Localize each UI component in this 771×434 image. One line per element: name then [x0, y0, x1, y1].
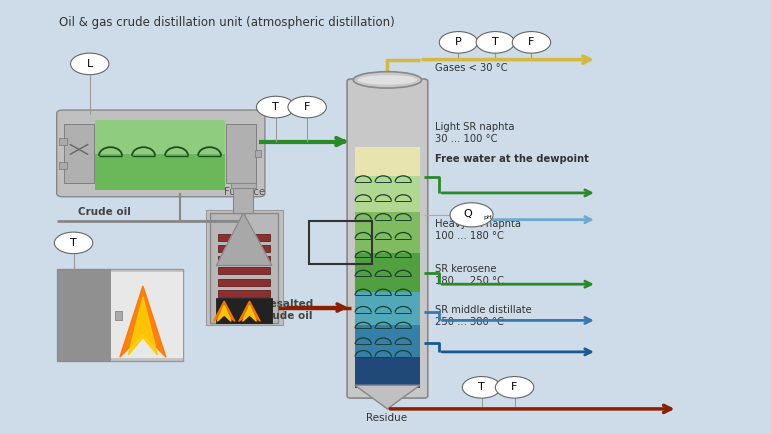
Bar	[65, 124, 93, 183]
Ellipse shape	[358, 75, 417, 85]
Text: Free water at the dewpoint: Free water at the dewpoint	[436, 154, 589, 164]
Bar	[95, 120, 225, 154]
Polygon shape	[217, 213, 272, 266]
Bar	[234, 184, 254, 213]
Polygon shape	[214, 301, 235, 321]
Text: Residue: Residue	[366, 413, 407, 423]
Circle shape	[70, 53, 109, 75]
Bar	[95, 151, 225, 190]
Bar	[355, 176, 420, 212]
Bar	[210, 213, 278, 322]
Bar	[217, 298, 272, 322]
Bar	[231, 183, 256, 187]
Text: SR kerosene
180 ... 250 °C: SR kerosene 180 ... 250 °C	[436, 264, 504, 286]
Text: SR middle distillate
250 ... 380 °C: SR middle distillate 250 ... 380 °C	[436, 306, 532, 327]
Circle shape	[450, 203, 493, 227]
Text: Heavy SR naphta
100 ... 180 °C: Heavy SR naphta 100 ... 180 °C	[436, 219, 521, 241]
Circle shape	[439, 32, 478, 53]
Text: T: T	[478, 382, 485, 392]
Bar	[57, 269, 183, 362]
Text: Crude oil: Crude oil	[78, 207, 131, 217]
Text: Q: Q	[463, 209, 472, 219]
Circle shape	[463, 377, 500, 398]
Circle shape	[495, 377, 534, 398]
Bar	[308, 221, 372, 264]
Text: L: L	[86, 59, 93, 69]
Polygon shape	[355, 385, 420, 409]
Bar	[218, 234, 271, 241]
Text: Light SR naphta
30 ... 100 °C: Light SR naphta 30 ... 100 °C	[436, 122, 515, 144]
Bar	[355, 357, 420, 388]
Bar	[218, 279, 271, 286]
Text: Gases < 30 °C: Gases < 30 °C	[436, 63, 508, 73]
Bar	[218, 245, 271, 252]
Text: F: F	[304, 102, 311, 112]
FancyBboxPatch shape	[347, 79, 428, 398]
Bar	[355, 292, 420, 325]
Circle shape	[288, 96, 326, 118]
Bar	[206, 210, 282, 325]
Text: T: T	[272, 102, 279, 112]
Bar	[59, 138, 66, 145]
Text: Desalted
crude oil: Desalted crude oil	[261, 299, 313, 321]
FancyBboxPatch shape	[57, 110, 265, 197]
Text: F: F	[511, 382, 518, 392]
Bar	[355, 147, 420, 176]
Bar	[355, 253, 420, 292]
Bar	[227, 124, 256, 183]
Text: P: P	[455, 37, 462, 47]
Circle shape	[512, 32, 550, 53]
Text: F: F	[528, 37, 534, 47]
Text: Oil & gas crude distillation unit (atmospheric distillation): Oil & gas crude distillation unit (atmos…	[59, 16, 395, 30]
Text: T: T	[492, 37, 499, 47]
Circle shape	[55, 232, 93, 253]
Bar	[355, 212, 420, 253]
Bar	[112, 272, 183, 358]
Bar	[59, 162, 66, 169]
Bar	[355, 325, 420, 357]
Polygon shape	[120, 286, 166, 357]
Bar	[218, 290, 271, 297]
Bar	[218, 256, 271, 263]
Polygon shape	[128, 297, 157, 355]
Bar	[115, 311, 123, 320]
Bar	[57, 269, 110, 362]
Polygon shape	[217, 306, 231, 321]
Circle shape	[257, 96, 295, 118]
Circle shape	[476, 32, 514, 53]
Ellipse shape	[353, 72, 422, 88]
Text: pH: pH	[484, 215, 493, 220]
Text: T: T	[70, 238, 77, 248]
Bar	[218, 267, 271, 274]
Text: Furnace: Furnace	[224, 187, 265, 197]
Polygon shape	[243, 306, 257, 321]
Polygon shape	[239, 301, 261, 321]
Bar	[255, 150, 261, 157]
